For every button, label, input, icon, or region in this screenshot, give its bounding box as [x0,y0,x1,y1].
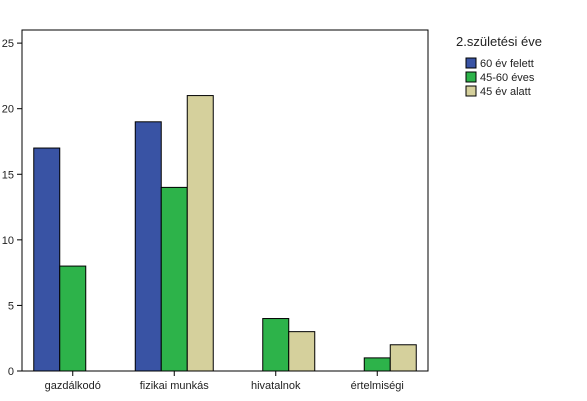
bar-45-év-alatt-hivatalnok [288,331,316,372]
y-tick-label: 0 [8,366,14,378]
bar-45-év-alatt-fizikai-munkás [186,95,214,372]
legend-swatch [465,71,477,83]
bar-60-év-felett-gazdálkodó [33,147,61,372]
x-tick-label: fizikai munkás [140,380,210,392]
legend: 2.születési éve 60 év felett 45-60 éves 45… [456,34,542,98]
legend-label: 45 év alatt [480,86,531,98]
legend-swatch [465,85,477,97]
bars [33,95,417,372]
plot-area [21,29,429,372]
x-tick-label: hivatalnok [251,380,301,392]
x-axis: gazdálkodó fizikai munkás hivatalnok értelm… [45,371,404,392]
bar-45-év-alatt-értelmiségi [389,344,417,372]
y-tick-label: 10 [2,235,14,247]
y-tick-label: 20 [2,104,14,116]
y-tick-label: 5 [8,300,14,312]
bar-45-60-éves-fizikai-munkás [160,186,188,372]
x-tick-label: gazdálkodó [45,380,101,392]
bar-60-év-felett-fizikai-munkás [134,121,162,372]
x-tick-label: értelmiségi [351,380,404,392]
legend-label: 45-60 éves [480,72,535,84]
legend-swatch [465,57,477,69]
legend-label: 60 év felett [480,58,534,70]
y-tick-label: 25 [2,38,14,50]
y-axis: 0 5 10 15 20 25 [2,38,22,378]
y-tick-label: 15 [2,169,14,181]
bar-45-60-éves-értelmiségi [363,357,391,372]
legend-title: 2.születési éve [456,34,542,49]
bar-45-60-éves-hivatalnok [262,318,290,372]
bar-45-60-éves-gazdálkodó [59,265,87,372]
